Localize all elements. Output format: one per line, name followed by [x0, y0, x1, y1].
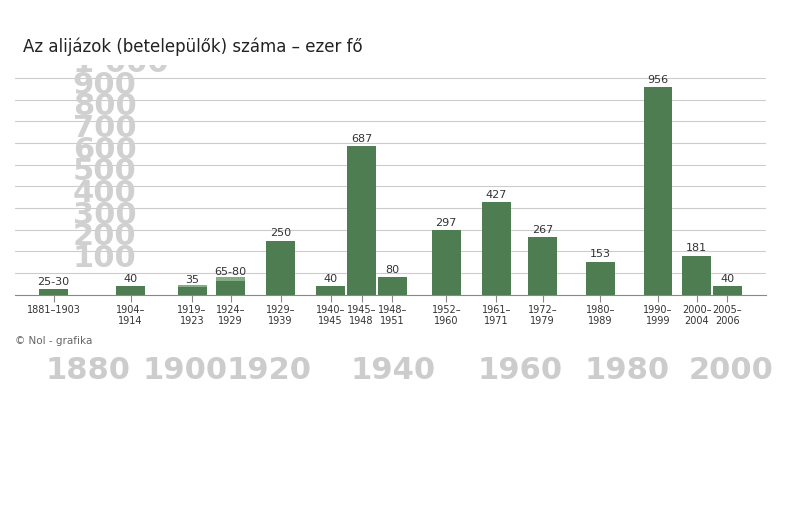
Bar	[217, 279, 245, 295]
Bar	[482, 202, 511, 295]
Text: 600: 600	[73, 136, 136, 165]
Bar	[713, 286, 742, 295]
Bar	[178, 287, 207, 295]
Bar	[178, 287, 207, 295]
Text: 300: 300	[73, 201, 136, 230]
Text: 1 000: 1 000	[73, 49, 168, 78]
Text: 2000: 2000	[689, 356, 774, 384]
Text: 250: 250	[270, 229, 291, 238]
Bar	[178, 285, 207, 295]
Text: 1980: 1980	[585, 356, 670, 384]
Text: 40: 40	[324, 274, 338, 284]
Text: Az alijázok (betelepülők) száma – ezer fő: Az alijázok (betelepülők) száma – ezer f…	[22, 37, 363, 56]
Bar	[316, 286, 345, 295]
Bar	[217, 278, 245, 295]
Text: 700: 700	[73, 114, 136, 143]
Bar	[347, 146, 376, 295]
Text: 1900: 1900	[142, 356, 227, 384]
Text: 80: 80	[385, 265, 399, 275]
Text: 427: 427	[486, 190, 507, 200]
Bar	[644, 87, 673, 295]
Text: 800: 800	[73, 92, 136, 121]
Text: 40: 40	[720, 274, 735, 284]
Text: 181: 181	[686, 244, 707, 253]
Text: 35: 35	[185, 275, 199, 285]
Text: 956: 956	[647, 75, 669, 85]
Text: 1880: 1880	[46, 356, 131, 384]
Text: 1920: 1920	[227, 356, 312, 384]
Text: 100: 100	[73, 244, 136, 273]
Text: 297: 297	[435, 218, 457, 228]
Bar	[585, 262, 615, 295]
Text: 200: 200	[73, 222, 136, 251]
Text: 500: 500	[73, 157, 136, 186]
Bar	[431, 230, 460, 295]
Bar	[39, 289, 68, 295]
Text: © Nol - grafika: © Nol - grafika	[15, 336, 92, 346]
Text: 1940: 1940	[350, 356, 435, 384]
Text: 25-30: 25-30	[38, 277, 70, 287]
Bar	[528, 237, 557, 295]
Bar	[378, 278, 407, 295]
Text: 900: 900	[73, 71, 136, 100]
Bar	[217, 281, 245, 295]
Text: 65-80: 65-80	[215, 267, 247, 277]
Bar	[266, 240, 295, 295]
Text: 400: 400	[73, 179, 136, 208]
Bar	[116, 286, 145, 295]
Text: 687: 687	[351, 134, 372, 143]
Bar	[683, 255, 711, 295]
Text: 267: 267	[532, 225, 553, 235]
Text: 40: 40	[124, 274, 138, 284]
Text: 153: 153	[589, 249, 611, 260]
Text: 1960: 1960	[477, 356, 562, 384]
